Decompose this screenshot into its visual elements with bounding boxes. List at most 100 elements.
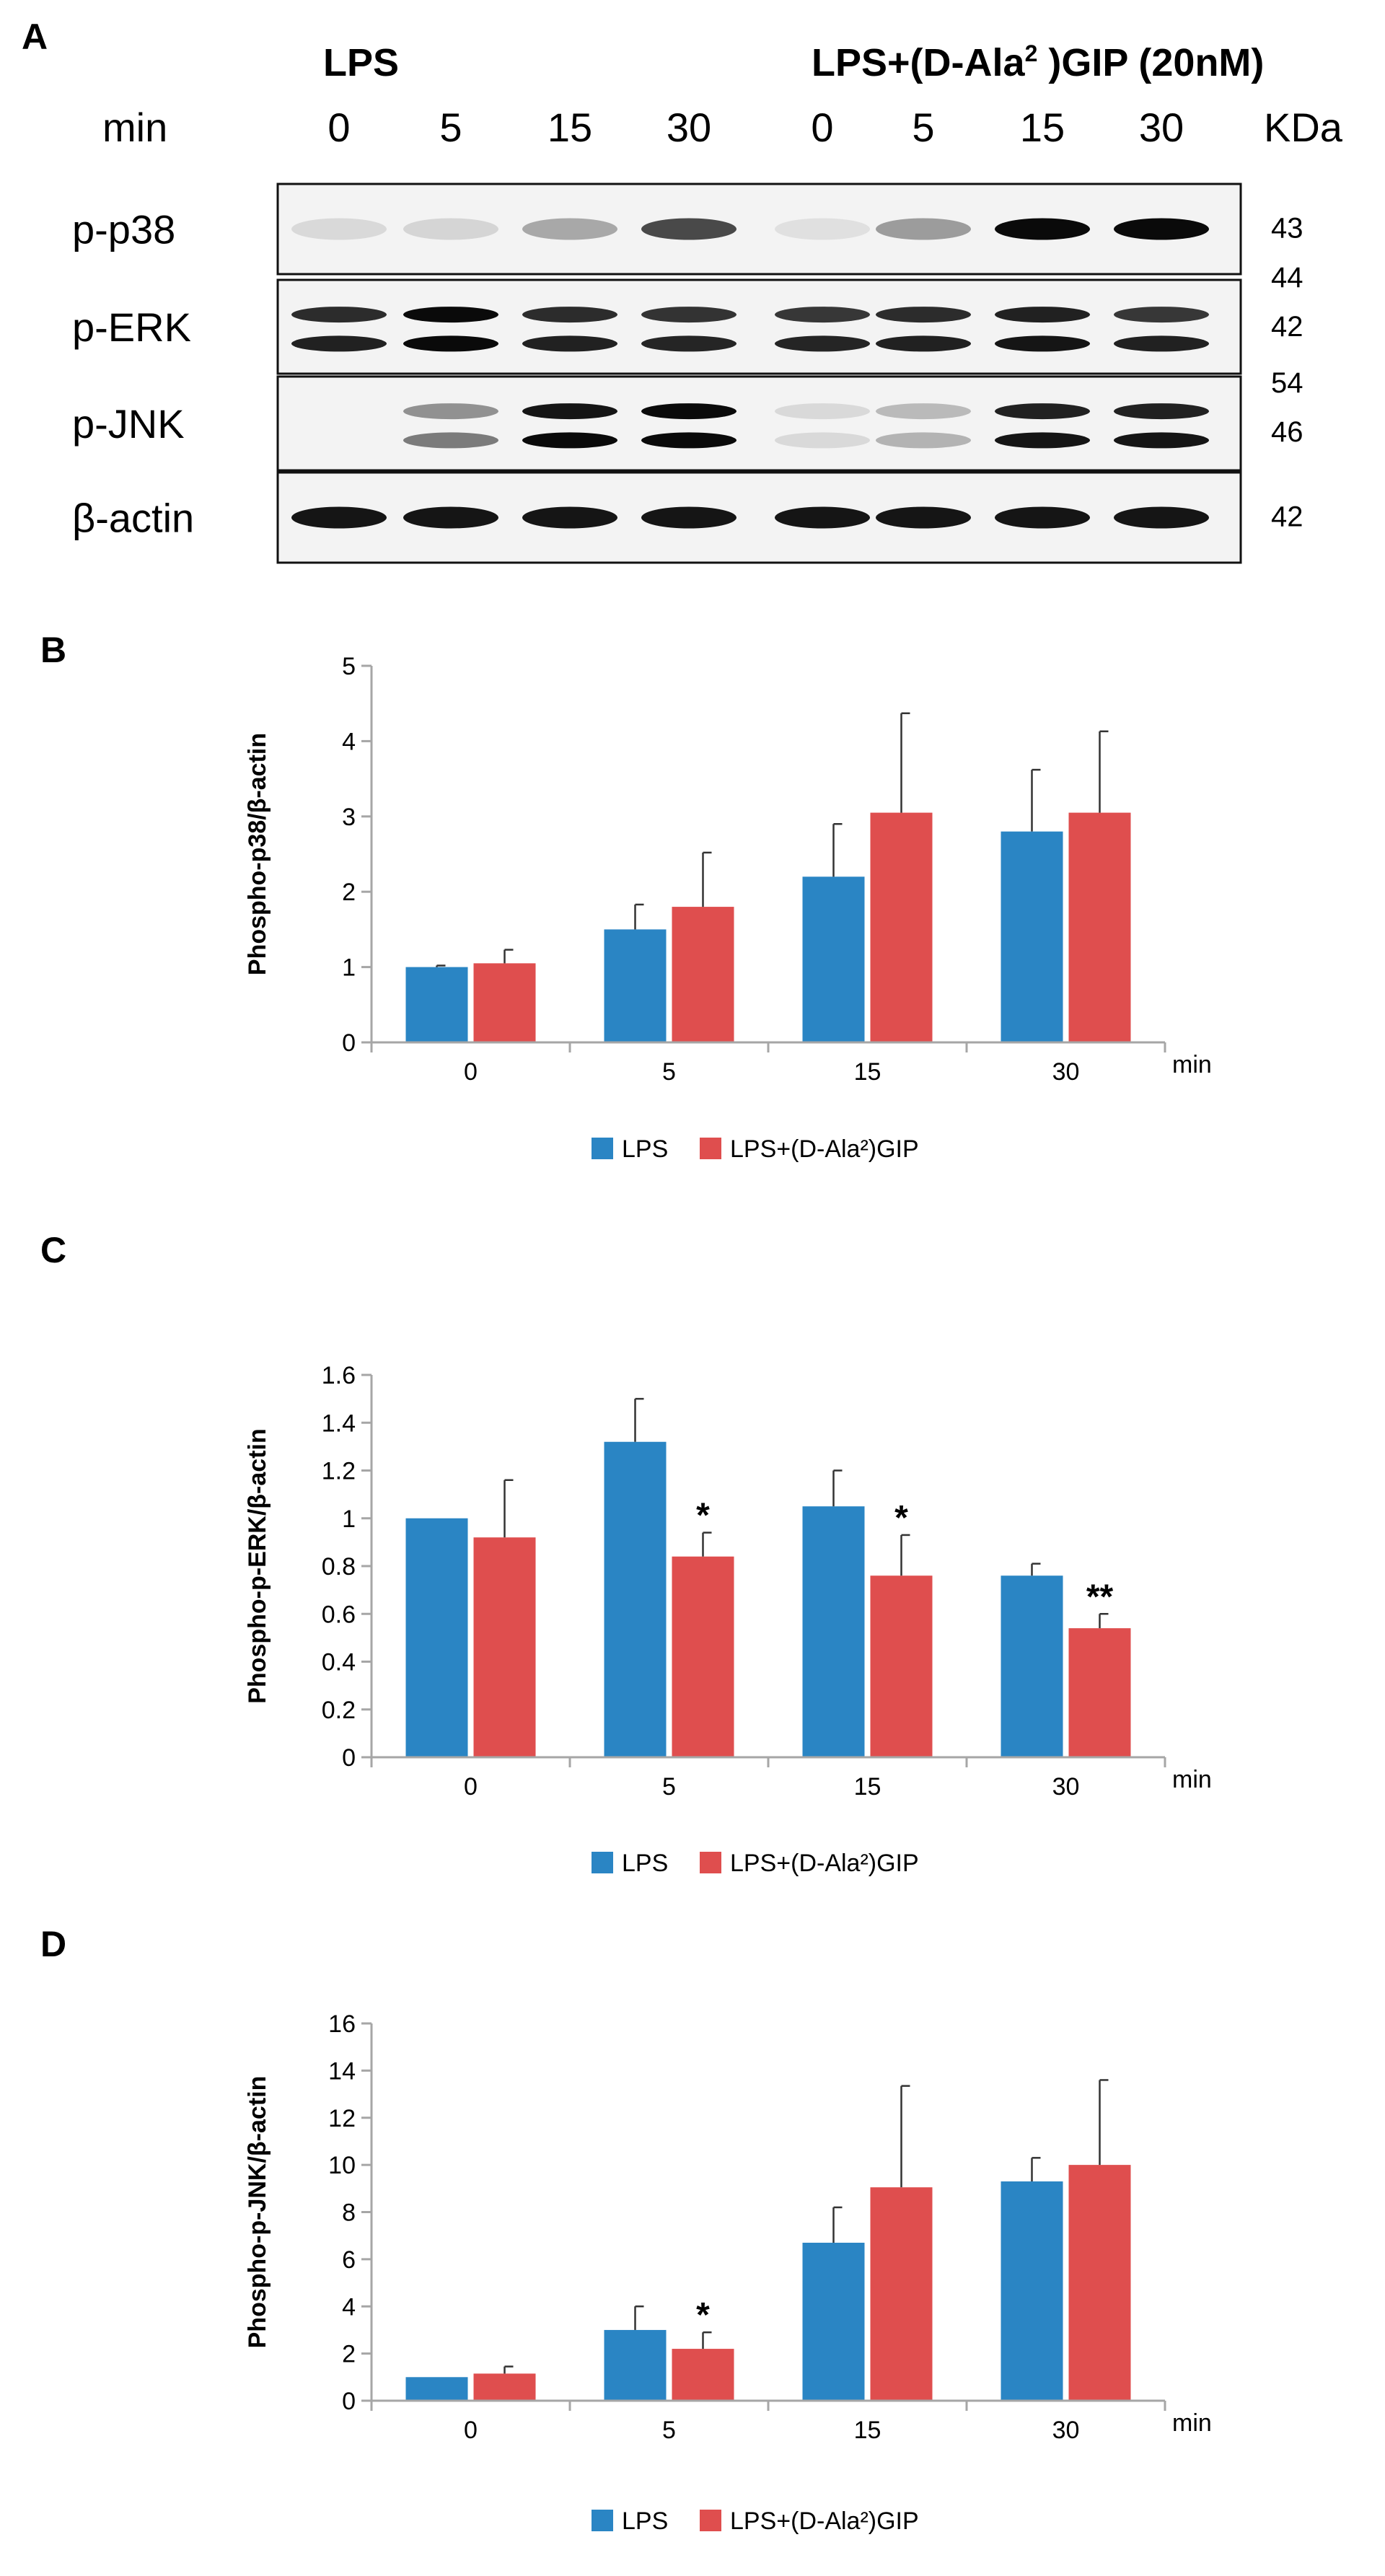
group-label-lps-gip: LPS+(D-Ala2 )GIP (20nM) (812, 40, 1264, 84)
time-label: 15 (548, 105, 592, 150)
legend: LPS LPS+(D-Ala²)GIP (592, 2507, 919, 2535)
band (995, 335, 1090, 352)
x-tick-label: 5 (662, 1773, 676, 1801)
group-label-lps: LPS (323, 41, 399, 84)
band (876, 307, 971, 323)
time-label: 30 (667, 105, 711, 150)
mw-marker: 46 (1271, 416, 1303, 448)
y-tick-label: 4 (342, 728, 356, 755)
band (641, 307, 737, 323)
band (522, 307, 617, 323)
bar (672, 2349, 734, 2401)
band (403, 307, 498, 323)
legend-swatch-lps (592, 2510, 613, 2531)
significance-marker: * (894, 1499, 908, 1537)
legend-swatch-gip (700, 1852, 721, 1873)
significance-marker: * (696, 2296, 710, 2334)
x-tick-label: 5 (662, 1058, 676, 1086)
y-tick-label: 0.6 (322, 1601, 356, 1628)
band (1114, 403, 1209, 420)
band (1114, 335, 1209, 352)
bar (1068, 2165, 1131, 2401)
band (876, 218, 971, 240)
bar (405, 2377, 468, 2401)
x-tick-label: 30 (1052, 2417, 1080, 2444)
band (641, 335, 737, 352)
mw-marker: 42 (1271, 501, 1303, 533)
lane-label: β-actin (72, 496, 194, 541)
bar (672, 907, 734, 1042)
kda-label: KDa (1264, 105, 1343, 150)
bar (405, 1518, 468, 1757)
blot-box (276, 375, 1242, 472)
bar (1001, 1575, 1063, 1757)
chart-erk: 0 0.2 0.4 0.6 0.8 1 1.2 1.4 1.6 0 5 15 30 min Phospho-… (244, 1362, 1212, 1877)
y-tick-label: 2 (342, 879, 356, 906)
significance-marker: ** (1086, 1578, 1114, 1616)
band (522, 335, 617, 352)
band (876, 506, 971, 529)
x-tick-label: 15 (854, 1058, 881, 1086)
y-tick-label: 0 (342, 2388, 356, 2415)
band (403, 506, 498, 529)
band (403, 403, 498, 420)
y-tick-label: 14 (328, 2057, 356, 2085)
band (1114, 307, 1209, 323)
y-tick-label: 0 (342, 1029, 356, 1057)
band (876, 403, 971, 420)
band (291, 335, 387, 352)
legend-label-gip: LPS+(D-Ala²)GIP (730, 1850, 919, 1877)
x-tick-label: 5 (662, 2417, 676, 2444)
x-axis-unit: min (1172, 2409, 1212, 2437)
bar (604, 929, 667, 1042)
legend-swatch-lps (592, 1852, 613, 1873)
y-axis-title: Phospho-p-JNK/β-actin (244, 2076, 271, 2349)
legend-label-gip: LPS+(D-Ala²)GIP (730, 2507, 919, 2535)
x-axis-unit: min (1172, 1051, 1212, 1078)
significance-marker: * (696, 1497, 710, 1535)
bar (870, 1575, 933, 1757)
mw-marker: 42 (1271, 311, 1303, 343)
band (876, 432, 971, 449)
bar (1001, 2181, 1063, 2401)
legend-swatch-lps (592, 1138, 613, 1159)
band (522, 403, 617, 420)
panel-a: A LPS LPS+(D-Ala2 )GIP (20nM) min KDa 0 5… (22, 17, 1343, 564)
x-tick-label: 0 (464, 2417, 478, 2444)
band (775, 432, 870, 449)
bar (604, 2329, 667, 2401)
lane-label: p-JNK (72, 401, 185, 447)
blot-lanes: p-p38 43 p-ERK 44 42 p-JNK 54 46 β-actin 42 (72, 183, 1303, 564)
band (1114, 432, 1209, 449)
y-tick-label: 6 (342, 2246, 356, 2274)
bar (870, 2187, 933, 2401)
x-tick-label: 30 (1052, 1058, 1080, 1086)
x-tick-label: 0 (464, 1058, 478, 1086)
bar (1068, 1628, 1131, 1757)
band (995, 218, 1090, 240)
band (775, 403, 870, 420)
y-axis-title: Phospho-p38/β-actin (244, 733, 271, 975)
band (522, 506, 617, 529)
legend-label-gip: LPS+(D-Ala²)GIP (730, 1135, 919, 1163)
band (291, 506, 387, 529)
y-tick-label: 10 (328, 2152, 356, 2179)
panel-label-c: C (40, 1230, 66, 1270)
band (995, 403, 1090, 420)
y-tick-label: 2 (342, 2341, 356, 2368)
legend-label-lps: LPS (622, 1850, 668, 1877)
y-tick-label: 1 (342, 954, 356, 982)
time-labels: 0 5 15 30 0 5 15 30 (327, 105, 1184, 150)
y-tick-label: 1 (342, 1505, 356, 1533)
y-tick-label: 16 (328, 2010, 356, 2038)
legend-swatch-gip (700, 1138, 721, 1159)
lane-label: p-ERK (72, 304, 191, 350)
y-tick-label: 0.4 (322, 1649, 356, 1676)
time-label: 0 (811, 105, 833, 150)
legend: LPS LPS+(D-Ala²)GIP (592, 1135, 919, 1163)
blot-box (276, 278, 1242, 375)
x-tick-label: 0 (464, 1773, 478, 1801)
legend-label-lps: LPS (622, 1135, 668, 1163)
chart-jnk: 0 2 4 6 8 10 12 14 16 0 5 15 30 min Phospho-p-JNK/β-ac… (244, 2010, 1212, 2535)
